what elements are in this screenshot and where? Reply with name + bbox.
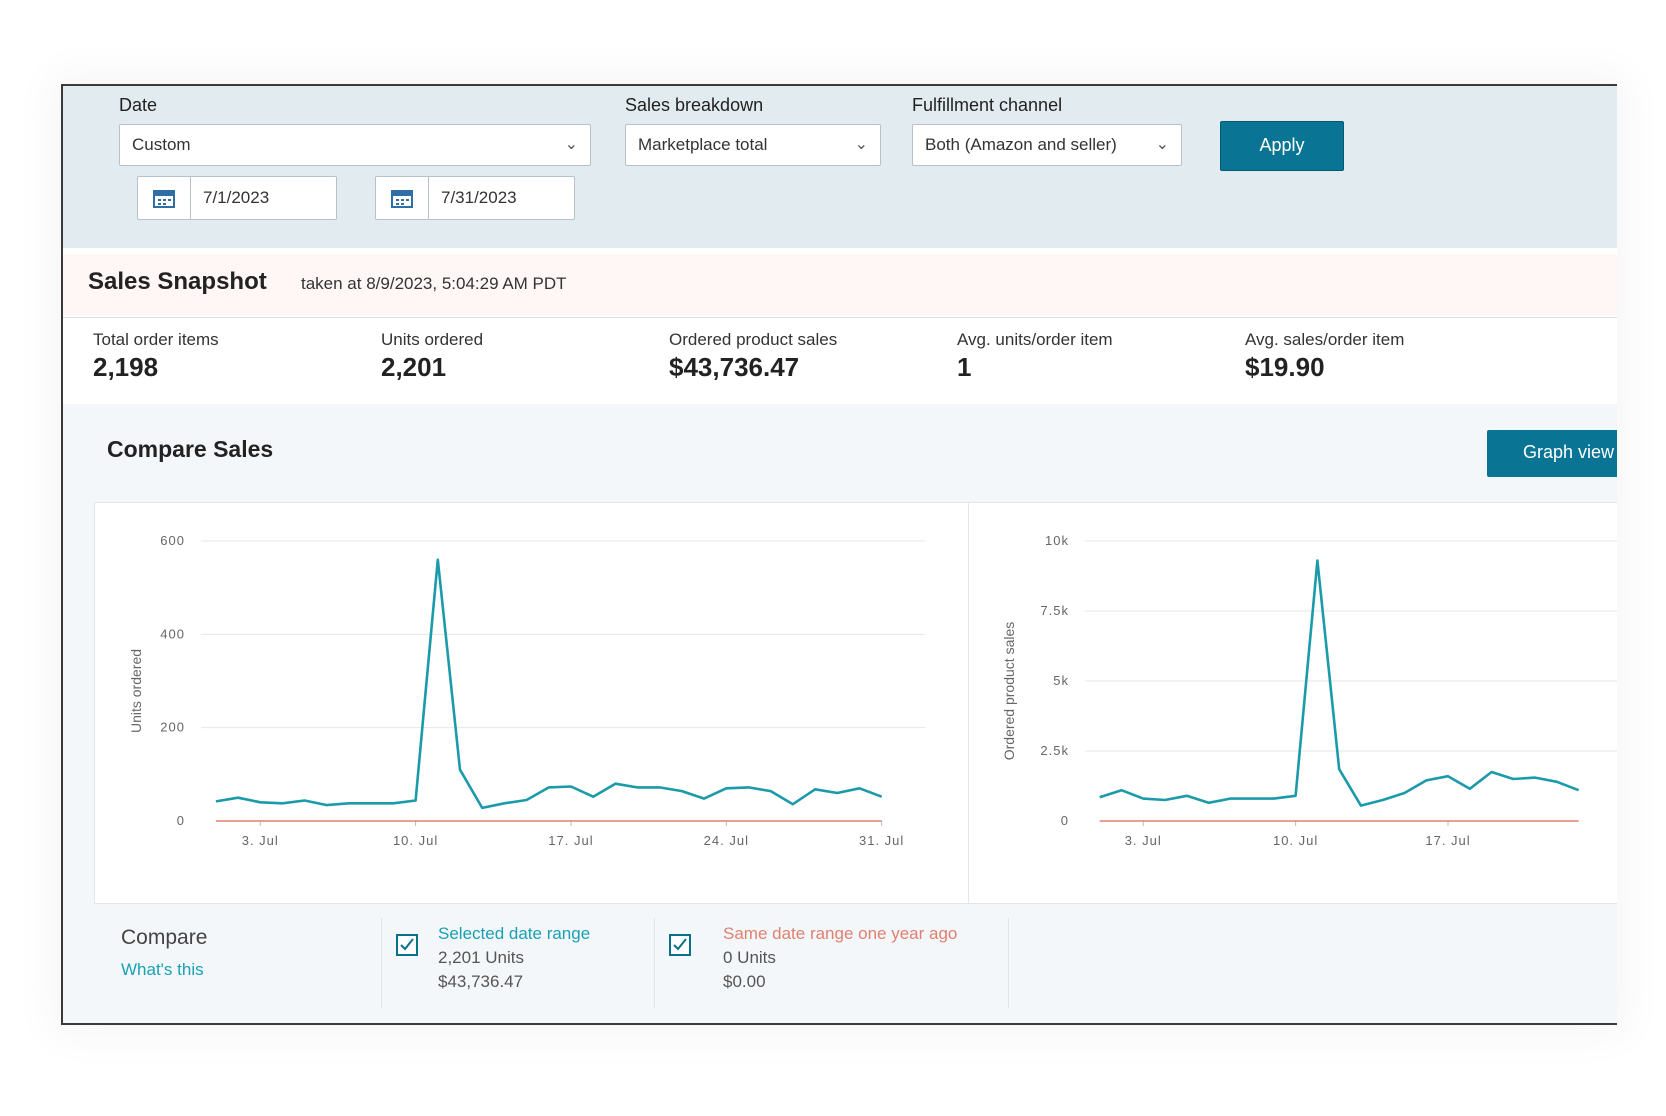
x-tick-label: 17. Jul [548,833,593,848]
last-year-range-checkbox[interactable] [669,934,691,956]
y-tick-label: 600 [160,533,185,548]
metric-label: Ordered product sales [669,330,838,349]
units-ordered-chart: 0 200 400 600 3. Jul 10. Jul 17. Jul 24. Jul 31.… [95,503,968,903]
x-tick-label: 17. Jul [1425,833,1470,848]
fulfillment-channel-value: Both (Amazon and seller) [925,135,1117,154]
metric-value: 2,198 [93,352,159,382]
legend-divider [654,918,655,1008]
last-year-range-sales: $0.00 [723,972,766,991]
legend-divider [381,918,382,1008]
series-line-selected-range [1099,559,1580,807]
y-tick-label: 0 [177,813,185,828]
compare-label: Compare [121,926,208,949]
y-axis-label: Ordered product sales [1001,622,1017,761]
calendar-icon[interactable] [376,177,429,219]
metric-label: Units ordered [381,330,484,349]
charts-container: 0 200 400 600 3. Jul 10. Jul 17. Jul 24. Jul 31.… [94,502,1617,904]
sales-snapshot-title: Sales Snapshot [88,268,267,295]
metric-label: Avg. sales/order item [1245,330,1405,349]
snapshot-metrics: Total order items 2,198 Units ordered 2,… [63,317,1617,405]
filter-bar: Date Custom ⌄ 7/1/2023 7/31/2023 Sales b… [63,86,1617,248]
compare-sales-title: Compare Sales [107,436,274,462]
y-axis-label: Units ordered [128,649,144,733]
date-range-select[interactable]: Custom ⌄ [119,124,591,166]
y-tick-label: 7.5k [1040,603,1069,618]
selected-range-title: Selected date range [438,924,591,943]
whats-this-link[interactable]: What's this [121,960,204,979]
chevron-down-icon: ⌄ [1155,136,1169,153]
x-tick-label: 24. Jul [704,833,749,848]
fulfillment-channel-select[interactable]: Both (Amazon and seller) ⌄ [912,124,1182,166]
metric-value: $43,736.47 [669,352,800,382]
start-date-field[interactable]: 7/1/2023 [137,176,337,220]
metric-value: 1 [957,352,972,382]
x-tick-label: 3. Jul [242,833,279,848]
date-label: Date [119,95,158,115]
last-year-range-title: Same date range one year ago [723,924,958,943]
ordered-product-sales-chart-svg: 0 2.5k 5k 7.5k 10k 3. Jul 10. Jul 17. Jul Ordere… [1001,533,1617,848]
selected-range-sales: $43,736.47 [438,972,524,991]
checkmark-icon [400,938,414,951]
chevron-down-icon: ⌄ [564,136,578,153]
ordered-product-sales-chart: 0 2.5k 5k 7.5k 10k 3. Jul 10. Jul 17. Jul Ordere… [969,503,1617,903]
fulfillment-channel-label: Fulfillment channel [912,95,1063,115]
sales-snapshot-header: Sales Snapshot taken at 8/9/2023, 5:04:2… [63,254,1617,316]
chevron-down-icon: ⌄ [854,136,868,153]
y-tick-label: 0 [1061,813,1069,828]
units-ordered-chart-svg: 0 200 400 600 3. Jul 10. Jul 17. Jul 24. Jul 31.… [128,533,925,848]
y-tick-label: 5k [1053,673,1069,688]
start-date-value: 7/1/2023 [203,188,270,207]
selected-range-checkbox[interactable] [396,934,418,956]
graph-view-button[interactable]: Graph view [1487,430,1617,477]
metric-label: Total order items [93,330,219,349]
selected-range-units: 2,201 Units [438,948,524,967]
date-range-value: Custom [132,135,191,154]
x-tick-label: 10. Jul [1273,833,1318,848]
x-tick-label: 10. Jul [393,833,438,848]
metric-avg-sales-per-order-item: Avg. sales/order item $19.90 [1245,330,1404,383]
y-tick-label: 10k [1045,533,1069,548]
series-line-selected-range [215,558,883,810]
metric-avg-units-per-order-item: Avg. units/order item 1 [957,330,1113,383]
sales-breakdown-value: Marketplace total [638,135,768,154]
y-tick-label: 400 [160,626,185,641]
metric-label: Avg. units/order item [957,330,1113,349]
last-year-range-units: 0 Units [723,948,776,967]
metric-value: 2,201 [381,352,447,382]
end-date-value: 7/31/2023 [441,188,517,207]
legend-divider [1008,918,1009,1008]
y-tick-label: 2.5k [1040,743,1069,758]
metric-value: $19.90 [1245,352,1325,382]
chart-divider [968,503,969,903]
compare-sales-section: Compare Sales Graph view 0 200 400 600 3. Ju… [63,404,1617,1023]
sales-breakdown-select[interactable]: Marketplace total ⌄ [625,124,881,166]
metric-ordered-product-sales: Ordered product sales $43,736.47 [669,330,837,383]
metric-units-ordered: Units ordered 2,201 [381,330,483,383]
compare-legend: Compare What's this Selected date range … [94,902,1617,1008]
x-tick-label: 31. Jul [859,833,904,848]
snapshot-timestamp: taken at 8/9/2023, 5:04:29 AM PDT [301,274,567,293]
calendar-icon[interactable] [138,177,191,219]
x-tick-label: 3. Jul [1125,833,1162,848]
apply-button[interactable]: Apply [1220,121,1344,171]
sales-dashboard: Date Custom ⌄ 7/1/2023 7/31/2023 Sales b… [61,84,1617,1025]
y-tick-label: 200 [160,720,185,735]
checkmark-icon [673,938,687,951]
end-date-field[interactable]: 7/31/2023 [375,176,575,220]
metric-total-order-items: Total order items 2,198 [93,330,219,383]
sales-breakdown-label: Sales breakdown [625,95,764,115]
